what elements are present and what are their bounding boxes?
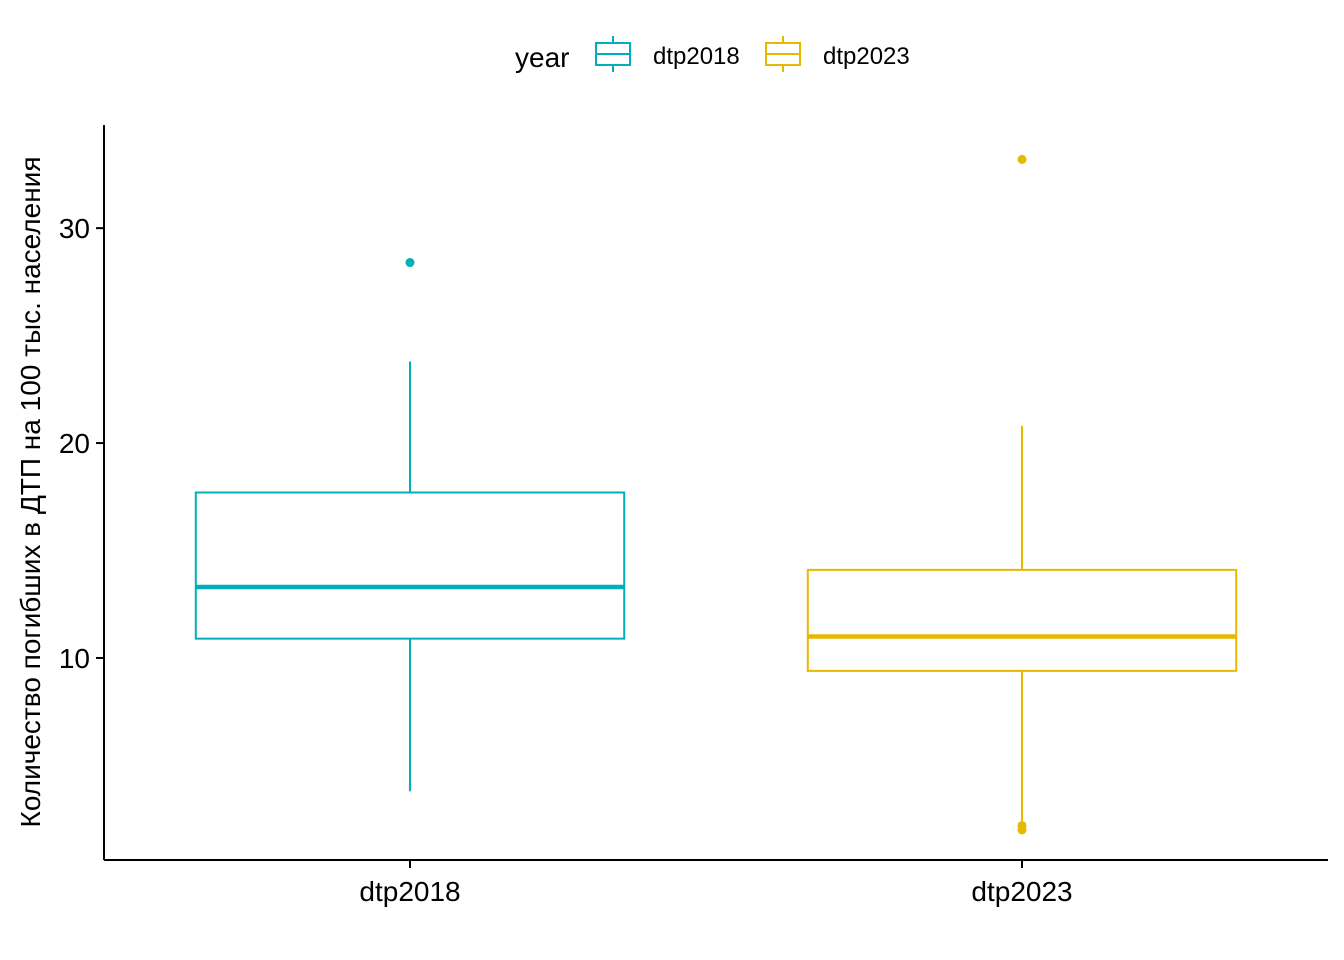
- box-dtp2023: [806, 154, 1238, 835]
- y-tick-label: 10: [59, 643, 90, 674]
- legend-item-dtp2018: dtp2018: [595, 36, 740, 72]
- box-dtp2018: [194, 258, 626, 792]
- y-ticks: 10 20 30: [59, 213, 104, 674]
- legend-items: dtp2018 dtp2023: [595, 36, 910, 72]
- y-axis-title: Количество погибших в ДТП на 100 тыс. на…: [15, 157, 46, 828]
- boxes: [194, 154, 1238, 835]
- legend-item-dtp2023: dtp2023: [765, 36, 910, 72]
- legend-label: dtp2023: [823, 43, 910, 70]
- x-tick-label: dtp2023: [971, 876, 1072, 907]
- legend: year dtp2018 dtp2023: [515, 36, 910, 73]
- outlier-point: [405, 258, 415, 268]
- legend-label: dtp2018: [653, 43, 740, 70]
- y-tick-label: 30: [59, 213, 90, 244]
- x-ticks: dtp2018 dtp2023: [359, 860, 1073, 907]
- legend-title: year: [515, 42, 569, 73]
- y-tick-label: 20: [59, 428, 90, 459]
- iqr-box: [194, 491, 626, 640]
- outlier-point: [1017, 154, 1027, 164]
- x-tick-label: dtp2018: [359, 876, 460, 907]
- outlier-point: [1017, 825, 1027, 835]
- iqr-box: [806, 568, 1238, 672]
